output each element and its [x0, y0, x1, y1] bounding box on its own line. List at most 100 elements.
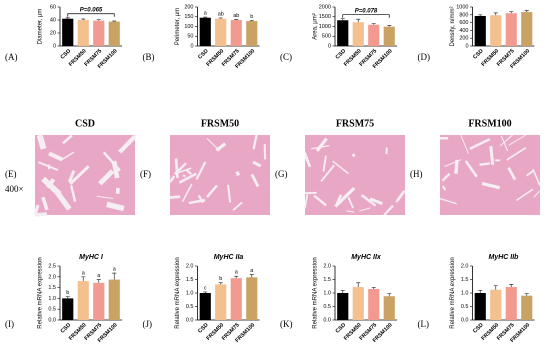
y-tick-label: 400 [459, 28, 468, 34]
fiber-gap [118, 134, 137, 154]
fiber-gap [252, 160, 262, 168]
bar [368, 288, 380, 320]
error-bar [340, 289, 345, 293]
y-tick-label: 600 [459, 20, 468, 26]
y-tick-label: 0.5 [48, 307, 56, 313]
error-bar [509, 11, 514, 14]
error-bar [371, 23, 376, 25]
bar [352, 22, 364, 46]
fiber-gap [48, 151, 64, 162]
fiber-gap [252, 134, 258, 150]
y-tick-label: 1.0 [186, 290, 194, 296]
significance-letter: a [235, 270, 239, 276]
bracket [342, 14, 390, 18]
y-tick-label: 2000 [319, 4, 331, 10]
x-tick-label: CSD [60, 48, 72, 60]
chart-title: MyHC IIx [351, 254, 382, 261]
y-tick-label: 1.5 [461, 277, 469, 283]
y-tick-label: 2.5 [48, 263, 56, 269]
bar [505, 287, 517, 320]
bar [246, 277, 258, 320]
bar [108, 279, 120, 320]
y-axis-label: Area, μm² [313, 13, 319, 39]
bar [352, 287, 364, 320]
fiber-gap [174, 158, 179, 179]
fiber-gap [106, 201, 125, 212]
fiber-gap [359, 207, 371, 212]
fiber-gap [62, 134, 73, 145]
fiber-gap [479, 162, 491, 166]
error-bar [387, 293, 392, 297]
y-tick-label: 0.0 [461, 317, 469, 323]
bar [368, 24, 380, 46]
image-title: FRSM50 [201, 118, 239, 129]
y-tick-label: 1.5 [186, 277, 194, 283]
fiber-gap [215, 142, 227, 152]
y-tick-label: 0.5 [186, 304, 194, 310]
fiber-gap [347, 196, 354, 209]
chart-title: MyHC IIa [214, 254, 244, 261]
bar [383, 296, 395, 320]
fiber-gap [525, 169, 535, 177]
error-bar [96, 19, 101, 21]
panel-letter: (D) [418, 52, 431, 62]
y-tick-label: 0.0 [186, 317, 194, 323]
y-tick-label: 1000 [319, 24, 331, 30]
fiber-gap [383, 204, 394, 216]
fiber-gap [500, 135, 509, 152]
panel-letter: (J) [143, 319, 153, 329]
error-bar [81, 276, 86, 282]
bar [62, 298, 74, 320]
fiber-gap [54, 190, 72, 211]
error-bar [112, 20, 117, 22]
fiber-gap [515, 188, 534, 201]
error-bar [234, 275, 239, 279]
fiber-gap [227, 184, 232, 203]
y-tick-label: 20 [50, 30, 56, 36]
fiber-gap [313, 194, 327, 207]
bar [383, 26, 395, 46]
y-tick-label: 1.0 [323, 290, 331, 296]
error-bar [65, 296, 70, 299]
bar [521, 295, 533, 320]
error-bar [203, 291, 208, 293]
fiber-gap [304, 194, 309, 209]
histology-image [33, 134, 137, 217]
error-bar [340, 18, 345, 21]
y-axis-label: Relative mRNA expression [38, 257, 44, 328]
bar [199, 293, 211, 320]
fiber-gap [469, 138, 491, 150]
fiber-gap [38, 161, 59, 171]
y-tick-label: 1.0 [461, 290, 469, 296]
fiber-gap [508, 134, 527, 146]
fiber-gap [67, 170, 76, 183]
bar [77, 281, 89, 320]
bar [521, 12, 533, 46]
error-bar [249, 274, 254, 278]
image-title: FRSM75 [336, 118, 374, 129]
fiber-gap [506, 147, 527, 161]
error-bar [96, 279, 101, 283]
y-tick-label: 2.0 [323, 263, 331, 269]
y-axis-label: Density, n/mm² [450, 7, 456, 47]
histology-image [304, 135, 406, 216]
error-bar [509, 284, 514, 288]
fiber-gap [61, 151, 75, 161]
fiber-gap [96, 195, 114, 199]
tissue [35, 135, 135, 215]
x-tick-label: CSD [60, 322, 72, 334]
significance-letter: ab [218, 11, 224, 17]
bar [108, 21, 120, 46]
bracket-label: P=0.065 [80, 7, 103, 13]
y-axis-label: Diameter, μm [38, 9, 44, 45]
y-tick-label: 2.0 [186, 263, 194, 269]
fiber-gap [34, 212, 48, 217]
image-title: FRSM100 [468, 118, 511, 129]
fiber-gap [334, 186, 356, 208]
panel-letter: (C) [280, 52, 292, 62]
y-tick-label: 150 [184, 14, 193, 20]
bar [474, 15, 486, 46]
y-tick-label: 0 [328, 43, 331, 49]
y-tick-label: 500 [322, 34, 331, 40]
